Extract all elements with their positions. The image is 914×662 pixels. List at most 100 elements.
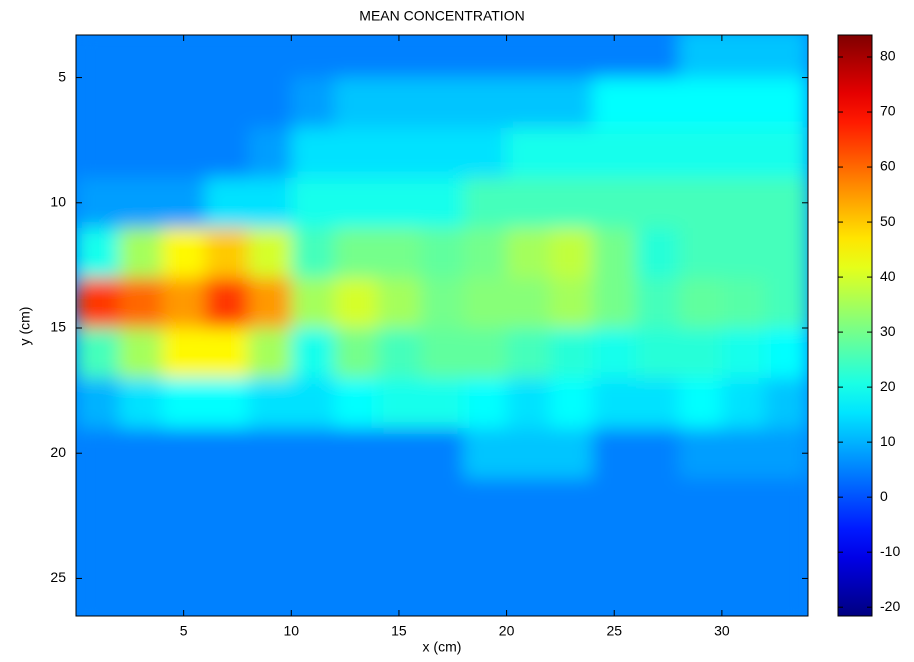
heatmap-cell: [678, 578, 723, 616]
heatmap-cell: [205, 127, 249, 179]
heatmap-cell: [248, 328, 292, 379]
heatmap-cell: [721, 528, 766, 579]
colorbar-tick-label: 50: [880, 213, 896, 229]
heatmap-cells: [76, 35, 808, 616]
heatmap-cell: [420, 227, 465, 279]
heatmap-cell: [463, 528, 508, 579]
heatmap-cell: [549, 227, 594, 279]
heatmap-cell: [248, 227, 292, 279]
heatmap-cell: [463, 277, 508, 329]
heatmap-cell: [248, 277, 292, 329]
colorbar-tick-label: 0: [880, 488, 888, 504]
heatmap-cell: [764, 227, 808, 279]
heatmap-cell: [592, 528, 637, 579]
heatmap-cell: [506, 77, 551, 129]
heatmap-cell: [248, 478, 292, 529]
heatmap-cell: [76, 35, 120, 79]
heatmap-cell: [592, 378, 637, 429]
heatmap-cell: [549, 177, 594, 229]
heatmap-cell: [162, 528, 206, 579]
heatmap-cell: [592, 127, 637, 179]
heatmap-cell: [549, 35, 594, 79]
x-tick-label: 15: [391, 623, 407, 639]
heatmap-cell: [420, 428, 465, 479]
x-tick-label: 5: [180, 623, 188, 639]
heatmap-cell: [205, 227, 249, 279]
heatmap-cell: [205, 378, 249, 429]
heatmap-cell: [205, 35, 249, 79]
y-tick-label: 20: [50, 444, 66, 460]
heatmap-cell: [635, 177, 680, 229]
heatmap-cell: [506, 277, 551, 329]
heatmap-cell: [506, 478, 551, 529]
heatmap-cell: [119, 328, 163, 379]
heatmap-cell: [248, 528, 292, 579]
heatmap-cell: [506, 378, 551, 429]
heatmap-cell: [592, 428, 637, 479]
heatmap-cell: [205, 328, 249, 379]
heatmap-cell: [205, 478, 249, 529]
heatmap-cell: [721, 177, 766, 229]
heatmap-cell: [420, 578, 465, 616]
heatmap-cell: [291, 177, 335, 229]
heatmap-cell: [592, 478, 637, 529]
heatmap-cell: [76, 578, 120, 616]
heatmap-cell: [334, 478, 378, 529]
heatmap-cell: [635, 35, 680, 79]
heatmap-cell: [678, 328, 723, 379]
heatmap-cell: [162, 578, 206, 616]
heatmap-cell: [592, 277, 637, 329]
heatmap-cell: [678, 428, 723, 479]
heatmap-cell: [678, 528, 723, 579]
heatmap-cell: [549, 378, 594, 429]
heatmap-cell: [463, 227, 508, 279]
heatmap-cell: [678, 277, 723, 329]
heatmap-cell: [76, 127, 120, 179]
heatmap-cell: [291, 227, 335, 279]
heatmap-cell: [463, 77, 508, 129]
heatmap-cell: [119, 528, 163, 579]
heatmap-cell: [463, 378, 508, 429]
heatmap-cell: [76, 528, 120, 579]
y-tick-label: 25: [50, 569, 66, 585]
heatmap-cell: [592, 177, 637, 229]
heatmap-cell: [678, 35, 723, 79]
heatmap-cell: [334, 177, 378, 229]
heatmap-cell: [248, 35, 292, 79]
heatmap-cell: [721, 378, 766, 429]
x-axis-label: x (cm): [423, 639, 462, 655]
heatmap-cell: [635, 478, 680, 529]
heatmap-cell: [377, 478, 421, 529]
heatmap-cell: [463, 127, 508, 179]
heatmap-cell: [678, 127, 723, 179]
colorbar-tick-label: -20: [880, 598, 900, 614]
heatmap-cell: [76, 328, 120, 379]
heatmap-cell: [721, 35, 766, 79]
heatmap-cell: [549, 528, 594, 579]
heatmap-cell: [549, 578, 594, 616]
heatmap-cell: [334, 277, 378, 329]
heatmap-cell: [162, 478, 206, 529]
heatmap-cell: [506, 127, 551, 179]
heatmap-cell: [721, 428, 766, 479]
colorbar-tick-label: 30: [880, 323, 896, 339]
heatmap-cell: [463, 478, 508, 529]
heatmap-cell: [506, 227, 551, 279]
heatmap-cell: [334, 227, 378, 279]
heatmap-cell: [764, 578, 808, 616]
heatmap-cell: [420, 127, 465, 179]
heatmap-cell: [721, 77, 766, 129]
heatmap-cell: [635, 77, 680, 129]
heatmap-cell: [76, 478, 120, 529]
heatmap-cell: [506, 328, 551, 379]
heatmap-cell: [420, 35, 465, 79]
x-tick-label: 20: [499, 623, 515, 639]
colorbar-tick-label: 60: [880, 158, 896, 174]
colorbar-tick-label: 80: [880, 48, 896, 64]
heatmap-cell: [377, 428, 421, 479]
heatmap-cell: [463, 177, 508, 229]
heatmap-cell: [635, 578, 680, 616]
heatmap-cell: [377, 127, 421, 179]
heatmap-cell: [377, 378, 421, 429]
